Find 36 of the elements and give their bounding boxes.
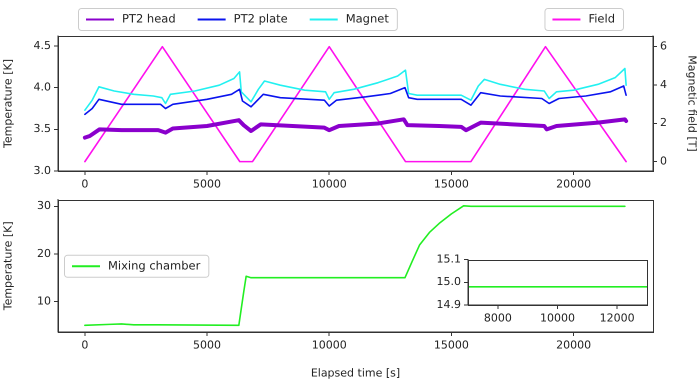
x-tick-label: 10000 — [312, 338, 347, 352]
y-tick-label: 4.0 — [34, 80, 51, 94]
x-tick-label: 0 — [81, 338, 88, 352]
y-tick-label: 15.1 — [436, 252, 461, 266]
y2-axis-title: Magnetic field [T] — [686, 55, 699, 152]
x-tick-label: 15000 — [434, 177, 469, 190]
y-tick-label: 20 — [37, 246, 51, 260]
legend-label: Field — [588, 11, 616, 26]
y2-tick-label: 2 — [660, 116, 667, 130]
x-tick-label: 5000 — [193, 177, 222, 190]
y-tick-label: 10 — [37, 294, 51, 308]
y-tick-label: 30 — [37, 199, 51, 212]
x-tick-label: 5000 — [193, 338, 222, 352]
y2-tick-label: 6 — [660, 40, 667, 53]
y-tick-label: 4.5 — [34, 38, 51, 52]
x-tick-label: 20000 — [556, 177, 592, 190]
x-axis-title: Elapsed time [s] — [310, 366, 400, 380]
legend-label: Mixing chamber — [108, 258, 201, 272]
legend-label: PT2 plate — [234, 11, 288, 26]
x-tick-label: 8000 — [484, 311, 512, 324]
legend-label: PT2 head — [122, 11, 176, 26]
y-axis-title: Temperature [K] — [1, 221, 14, 312]
x-tick-label: 20000 — [556, 338, 592, 352]
x-tick-label: 10000 — [312, 177, 347, 190]
legend-label: Magnet — [346, 11, 390, 26]
y-tick-label: 14.9 — [436, 298, 461, 311]
x-tick-label: 15000 — [434, 338, 469, 352]
y-tick-label: 15.0 — [436, 275, 461, 288]
y2-tick-label: 4 — [660, 78, 667, 91]
x-tick-label: 12000 — [600, 311, 635, 324]
y-tick-label: 3.5 — [34, 122, 51, 136]
x-tick-label: 10000 — [540, 311, 575, 324]
y2-tick-label: 0 — [660, 154, 667, 168]
x-tick-label: 0 — [81, 177, 88, 190]
y-tick-label: 3.0 — [34, 164, 51, 177]
y-axis-title: Temperature [K] — [1, 59, 14, 149]
